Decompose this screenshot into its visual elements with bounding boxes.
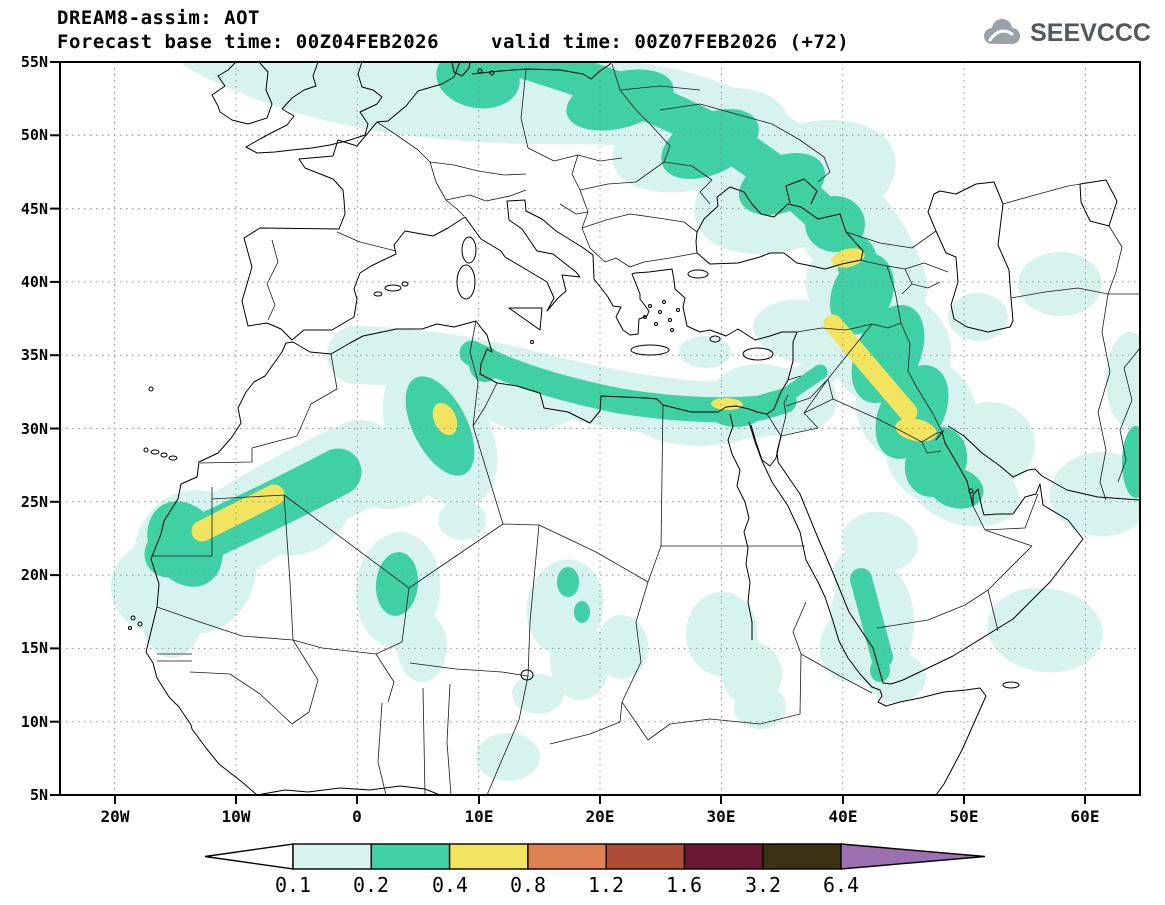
lon-label: 20E bbox=[586, 807, 615, 826]
seevccc-cloud-icon bbox=[984, 19, 1021, 44]
ireland-coastline bbox=[211, 62, 273, 125]
arabia-coastline bbox=[776, 429, 1084, 685]
lon-label: 40E bbox=[829, 807, 858, 826]
lon-label: 50E bbox=[950, 807, 979, 826]
colorbar-segment bbox=[683, 843, 764, 870]
colorbar-segment bbox=[292, 843, 373, 870]
iran-gulf-coastline bbox=[947, 425, 1140, 501]
lat-label: 40N bbox=[21, 273, 48, 291]
mainland-coastline bbox=[145, 62, 798, 795]
islands bbox=[128, 68, 1020, 689]
denmark-baltic-coastline bbox=[451, 62, 613, 80]
seevccc-logo-text: SEEVCCC bbox=[1030, 18, 1151, 47]
colorbar-segment bbox=[527, 843, 607, 870]
sea-of-azov-coastline bbox=[785, 178, 818, 205]
lon-label: 0 bbox=[352, 807, 362, 826]
colorbar-label: 3.2 bbox=[745, 873, 781, 897]
lat-label: 5N bbox=[30, 786, 48, 804]
colorbar-segment bbox=[448, 843, 529, 870]
lat-label: 20N bbox=[21, 566, 48, 584]
black-sea-coastline bbox=[695, 186, 864, 270]
middle-east-borders bbox=[766, 183, 1140, 632]
lat-label: 35N bbox=[21, 346, 48, 364]
britain-coastline bbox=[245, 62, 383, 154]
lat-label: 50N bbox=[21, 126, 48, 144]
axis-ticks bbox=[50, 61, 1086, 804]
colorbar-label: 0.8 bbox=[510, 873, 546, 897]
aot-contours-level-0.4-0.8 bbox=[191, 248, 937, 542]
colorbar-labels: 0.1 0.2 0.4 0.8 1.2 1.6 3.2 6.4 bbox=[275, 873, 859, 897]
colorbar-label: 1.6 bbox=[666, 873, 702, 897]
lon-label: 30E bbox=[707, 807, 736, 826]
nile-river bbox=[727, 413, 753, 640]
plot-subtitle: Forecast base time: 00Z04FEB2026 valid t… bbox=[57, 30, 849, 54]
lat-label: 30N bbox=[21, 420, 48, 438]
colorbar-label: 0.1 bbox=[275, 873, 311, 897]
colorbar-segment bbox=[605, 843, 686, 870]
valid-time: valid time: 00Z07FEB2026 (+72) bbox=[491, 31, 850, 53]
map-area bbox=[60, 62, 1140, 795]
plot-title: DREAM8-assim: AOT bbox=[57, 7, 260, 29]
lat-label: 45N bbox=[21, 200, 48, 218]
africa-borders bbox=[151, 320, 873, 795]
graticule-gridlines bbox=[60, 62, 1140, 795]
lat-label: 15N bbox=[21, 639, 48, 657]
lon-label: 20W bbox=[101, 807, 130, 826]
lon-label: 10E bbox=[465, 807, 494, 826]
seevccc-logo: SEEVCCC bbox=[978, 16, 1151, 50]
latitude-axis-labels: 55N 50N 45N 40N 35N 30N 25N 20N 15N 10N … bbox=[21, 53, 48, 804]
lon-label: 60E bbox=[1071, 807, 1100, 826]
colorbar-label: 6.4 bbox=[823, 873, 859, 897]
forecast-base-time: Forecast base time: 00Z04FEB2026 bbox=[57, 31, 440, 53]
colorbar-label: 0.4 bbox=[432, 873, 468, 897]
colorbar-left-arrow bbox=[204, 843, 294, 870]
red-sea-africa-coastline bbox=[748, 421, 987, 795]
coastlines bbox=[128, 62, 1140, 795]
longitude-axis-labels: 20W 10W 0 10E 20E 30E 40E 50E 60E bbox=[101, 807, 1100, 826]
colorbar-right-arrow bbox=[840, 843, 986, 870]
country-borders bbox=[151, 63, 1140, 795]
plot-frame bbox=[59, 61, 1141, 796]
lat-label: 25N bbox=[21, 493, 48, 511]
plot-titles: DREAM8-assim: AOT Forecast base time: 00… bbox=[57, 6, 849, 54]
lat-label: 10N bbox=[21, 713, 48, 731]
colorbar-segment bbox=[370, 843, 451, 870]
lat-label: 55N bbox=[21, 53, 48, 71]
colorbar-segment bbox=[762, 843, 842, 870]
caspian-sea-coastline bbox=[927, 181, 1014, 333]
colorbar-label: 1.2 bbox=[588, 873, 624, 897]
europe-borders bbox=[266, 63, 831, 321]
colorbar-label: 0.2 bbox=[353, 873, 389, 897]
lon-label: 10W bbox=[222, 807, 251, 826]
colorbar-legend: 0.1 0.2 0.4 0.8 1.2 1.6 3.2 6.4 bbox=[204, 843, 986, 897]
